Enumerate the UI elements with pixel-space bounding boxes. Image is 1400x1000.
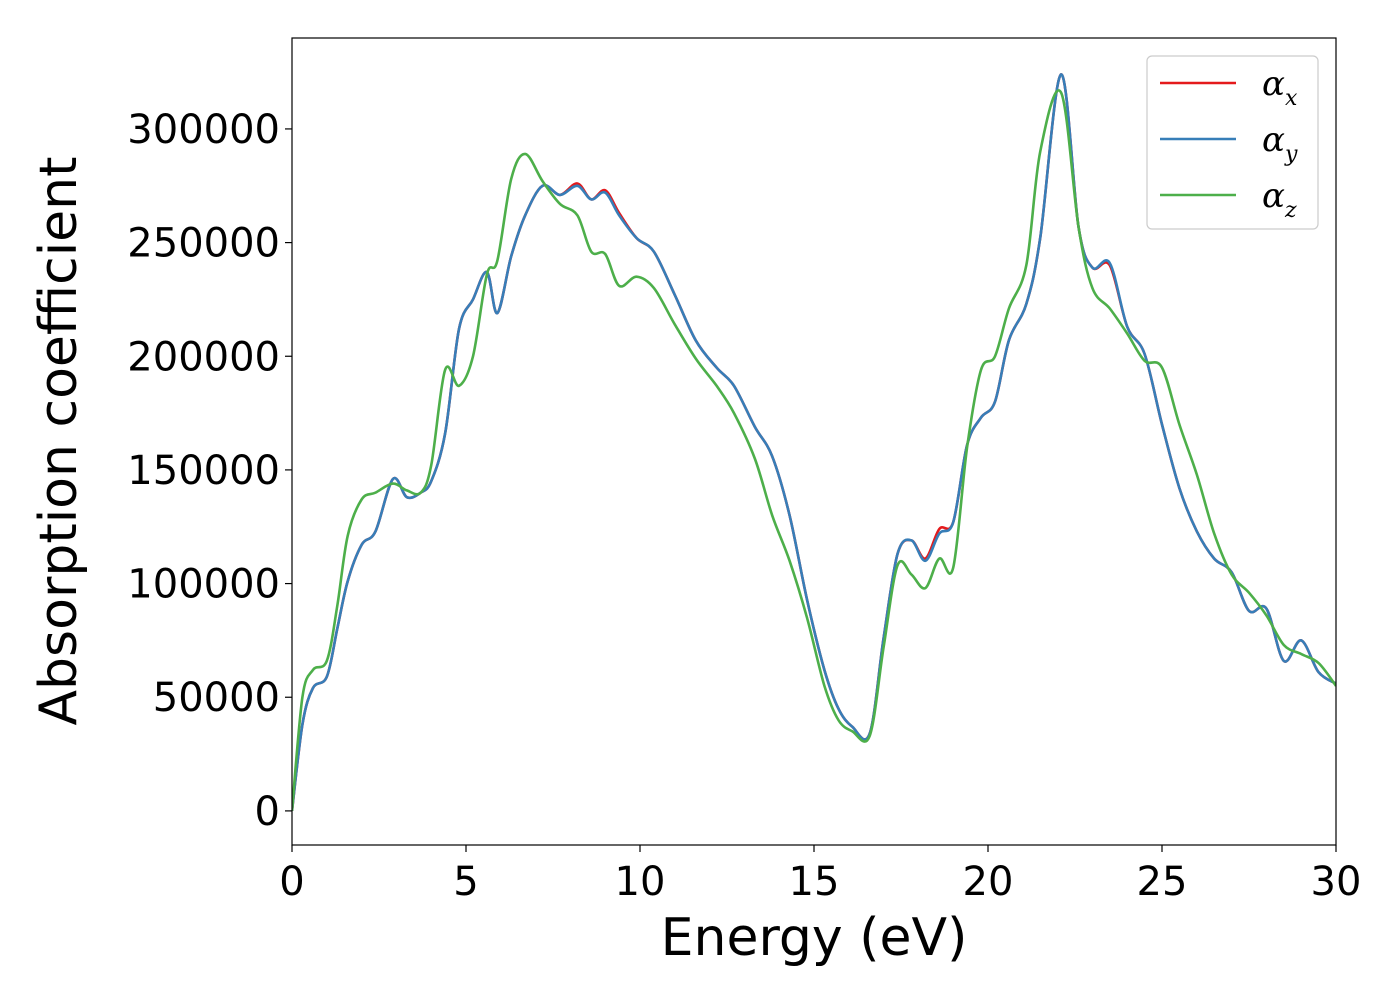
y-axis-ticks: 0 50000 100000 150000 200000 250000 300000 (127, 107, 292, 835)
x-tick-label: 10 (615, 859, 666, 905)
y-axis-title: Absorption coefficient (29, 156, 89, 725)
y-tick-label: 300000 (127, 107, 280, 153)
series-line-3 (292, 89, 1336, 812)
x-tick-label: 20 (963, 859, 1014, 905)
x-tick-label: 5 (453, 859, 478, 905)
y-tick-label: 50000 (153, 675, 280, 721)
x-axis-ticks: 0 5 10 15 20 25 30 (279, 845, 1361, 905)
x-tick-label: 30 (1311, 859, 1362, 905)
legend-box (1146, 55, 1319, 230)
series-line-2 (292, 73, 1336, 812)
y-tick-label: 0 (255, 789, 280, 835)
x-tick-label: 0 (279, 859, 304, 905)
y-tick-label: 200000 (127, 334, 280, 380)
y-tick-label: 150000 (127, 448, 280, 494)
y-tick-label: 250000 (127, 221, 280, 267)
plot-area (292, 73, 1336, 812)
x-axis-title: Energy (eV) (661, 908, 968, 968)
series-lines (292, 73, 1336, 812)
y-tick-label: 100000 (127, 562, 280, 608)
x-tick-label: 25 (1137, 859, 1188, 905)
x-tick-label: 15 (789, 859, 840, 905)
